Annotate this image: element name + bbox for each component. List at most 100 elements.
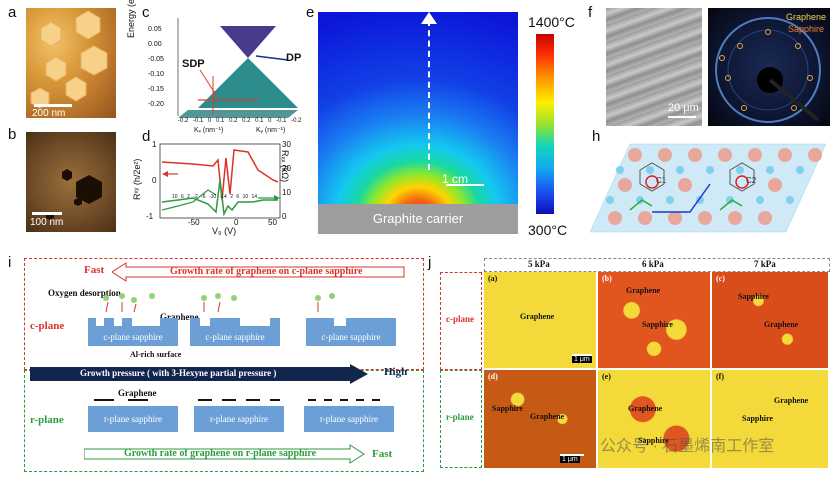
cplane-box-3: c-plane sapphire	[306, 318, 396, 346]
fast-top-label: Fast	[84, 264, 105, 276]
cell-id: (d)	[488, 372, 498, 381]
legend-sapphire: Sapphire	[788, 24, 825, 34]
cplane-box-2-text: c-plane sapphire	[205, 332, 265, 342]
rplane-row-label: r-plane	[30, 414, 64, 426]
cell-text: Sapphire	[638, 436, 669, 445]
ytick: -0.20	[148, 101, 164, 108]
panel-f-scale-text: 20 μm	[668, 102, 699, 114]
panel-a-label: a	[8, 4, 17, 21]
panel-h-label: h	[592, 128, 601, 145]
panel-b-scale-text: 100 nm	[30, 217, 64, 228]
dirac-cone-plot	[177, 18, 298, 118]
xtick: 0.1	[216, 118, 225, 124]
ytick-left: -1	[146, 212, 154, 221]
temperature-map: 1 cm Graphite carrier	[318, 12, 518, 234]
panel-e-scale-text: 1 cm	[442, 172, 469, 186]
top-growth-text: Growth rate of graphene on c-plane sapph…	[170, 266, 363, 277]
xtick: -0.2	[178, 118, 189, 124]
nu-label: 2	[187, 194, 190, 200]
ytick-right: 20	[282, 164, 291, 173]
cplane-box-1: c-plane sapphire	[88, 318, 178, 346]
nu-label: 6	[180, 194, 184, 200]
panel-i-label: i	[8, 254, 12, 271]
hexagon-domains	[30, 10, 108, 109]
cell-d-scale-text: 1 μm	[560, 456, 580, 463]
cell-c: (c) Sapphire Graphene	[712, 272, 828, 368]
cell-e: (e) Graphene Sapphire	[598, 370, 710, 468]
panel-c-label: c	[142, 4, 150, 21]
hall-plot	[159, 143, 281, 219]
nu-label: 14	[251, 194, 258, 200]
cell-a-scale-text: 1 μm	[572, 356, 592, 363]
c1-label: C1	[656, 176, 667, 185]
cell-b: (b) Graphene Sapphire	[598, 272, 710, 368]
panel-e-label: e	[306, 4, 315, 21]
pressure-arrow	[30, 364, 368, 384]
panel-c-xlabel-right: Kᵧ (nm⁻¹)	[256, 127, 286, 134]
xtick: 0.1	[255, 118, 264, 124]
cplane-box-1-text: c-plane sapphire	[103, 332, 163, 342]
ytick: 0.05	[148, 26, 162, 33]
panel-j-label: j	[428, 254, 432, 271]
ytick-left: 0	[152, 176, 157, 185]
panel-d-yleft-label: Rˣʸ (h/2e²)	[132, 158, 142, 200]
cell-d: (d) Sapphire Graphene 1 μm	[484, 370, 596, 468]
cell-text: Sapphire	[642, 320, 673, 329]
c2-label: C2	[746, 176, 757, 185]
panel-f-scalebar	[668, 116, 696, 118]
panel-c-band-structure: Energy (eV) 0.05 0.00 -0.05 -0.10 -0.15 …	[126, 0, 306, 134]
cplane-box-2: c-plane sapphire	[190, 318, 280, 346]
pressure-high-label: High	[384, 366, 408, 378]
xtick: 0	[268, 118, 272, 124]
xtick: 0.2	[242, 118, 251, 124]
dp-label: DP	[286, 52, 302, 64]
bottom-growth-arrow	[84, 444, 365, 464]
panel-g-leed-image: Graphene Sapphire	[708, 8, 830, 126]
nu-label: -6	[201, 194, 206, 200]
panel-c-ylabel: Energy (eV)	[126, 0, 136, 38]
col-header-6kpa: 6 kPa	[642, 259, 664, 269]
panel-a-afm-image: 200 nm	[26, 8, 116, 118]
graphene-flakes-r	[94, 399, 380, 401]
nu-label: 6	[236, 194, 240, 200]
cell-text: Graphene	[764, 320, 799, 329]
diffraction-pattern	[715, 17, 821, 123]
panel-b-afm-image: 100 nm	[26, 132, 116, 232]
nu-label: 10	[242, 194, 249, 200]
ytick-right: 10	[282, 188, 291, 197]
nu-label: -10	[208, 194, 217, 200]
graphite-carrier: Graphite carrier	[318, 204, 518, 234]
panel-d-transport-plot: Rˣʸ (h/2e²) Rₓₓ (kΩ) 1 0 -1 30 20 10 0 -…	[132, 140, 306, 236]
xtick: -0.2	[291, 118, 302, 124]
col-header-7kpa: 7 kPa	[754, 259, 776, 269]
cell-text: Graphene	[520, 312, 555, 321]
ytick: -0.05	[148, 56, 164, 63]
panel-d-xlabel: V₉ (V)	[212, 226, 237, 236]
cell-id: (f)	[716, 372, 724, 381]
bottom-growth-text: Growth rate of graphene on r-plane sapph…	[124, 448, 317, 459]
panel-c-xticks: -0.2 -0.1 0 0.1 0.2 0.2 0.1 0 -0.1 -0.2	[178, 118, 301, 124]
nu-label: 2	[230, 194, 234, 200]
cell-text: Graphene	[626, 286, 661, 295]
cell-id: (c)	[716, 274, 725, 283]
ytick: -0.10	[148, 71, 164, 78]
xtick: 0	[208, 118, 212, 124]
row-label-rplane: r-plane	[446, 412, 474, 422]
cell-text: Sapphire	[738, 292, 769, 301]
cell-text: Sapphire	[742, 414, 773, 423]
filling-factors: 10 6 2 -2 -6 -10 -14 2 6 10 14	[172, 194, 257, 200]
panel-c-yticks: 0.05 0.00 -0.05 -0.10 -0.15 -0.20	[148, 22, 164, 112]
cell-id: (a)	[488, 274, 498, 283]
fast-bottom-label: Fast	[372, 448, 393, 460]
panel-h-lattice-model: C1 C2	[589, 140, 830, 236]
col-header-5kpa: 5 kPa	[528, 259, 550, 269]
tmin-label: 300°C	[528, 222, 568, 238]
cell-text: Graphene	[628, 404, 663, 413]
panel-a-scalebar	[34, 104, 72, 107]
top-growth-arrow	[112, 262, 405, 282]
row-header-cplane	[440, 272, 482, 370]
panel-a-scale-text: 200 nm	[32, 108, 66, 118]
cplane-row-label: c-plane	[30, 320, 65, 332]
panel-d-label: d	[142, 128, 151, 145]
xtick: 0	[234, 218, 239, 227]
